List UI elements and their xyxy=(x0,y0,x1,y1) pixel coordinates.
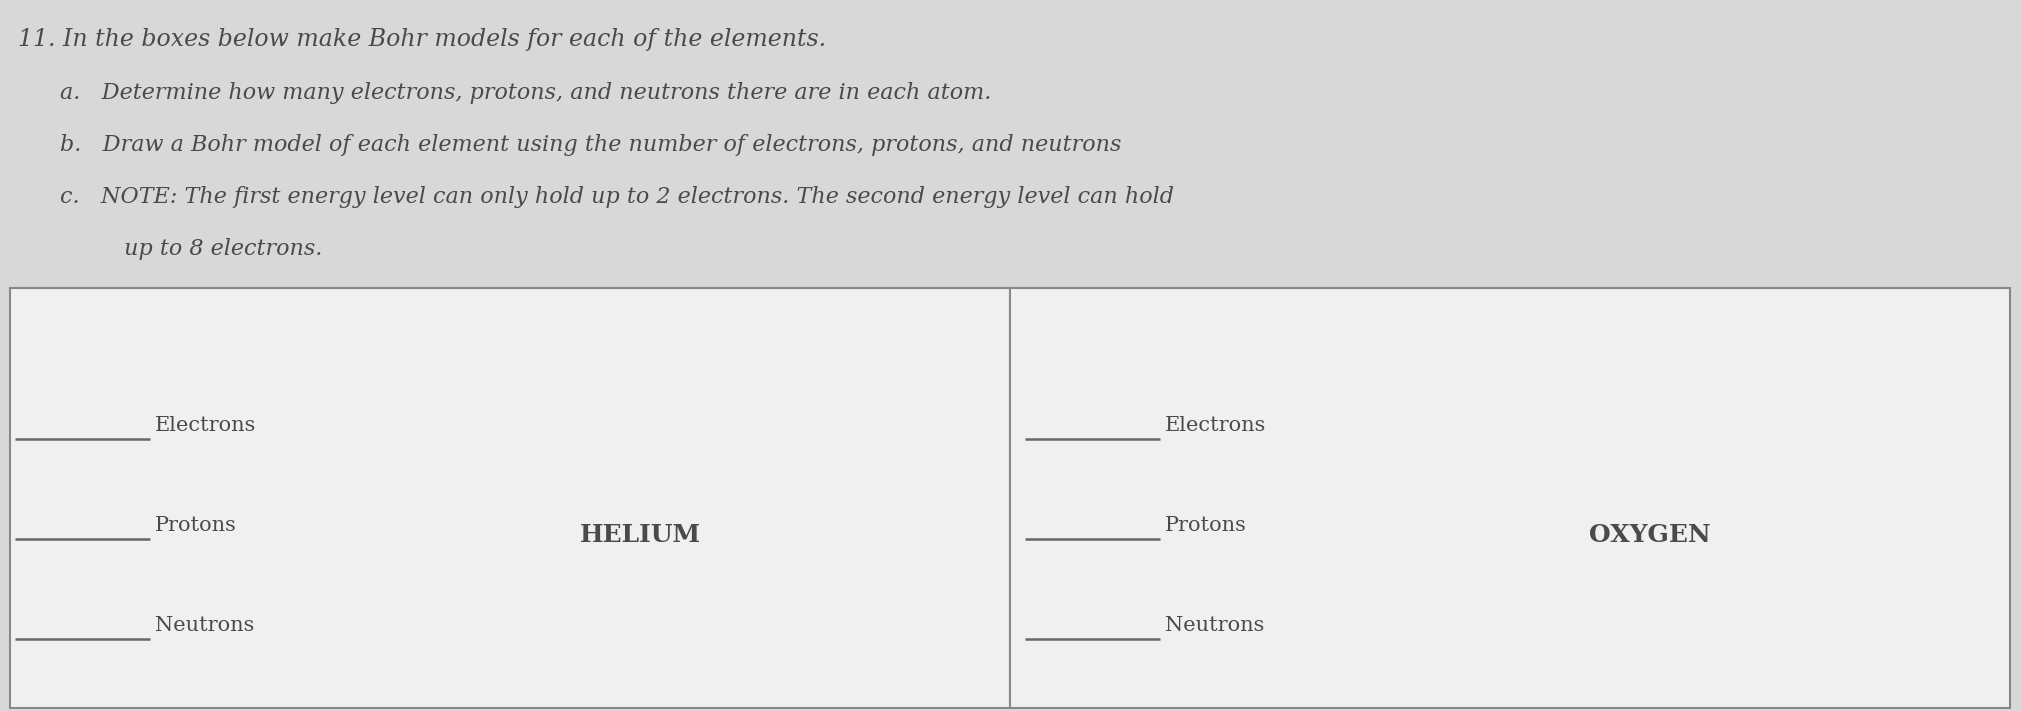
Text: Electrons: Electrons xyxy=(1165,416,1266,435)
Text: HELIUM: HELIUM xyxy=(580,523,700,547)
Text: OXYGEN: OXYGEN xyxy=(1589,523,1711,547)
Text: Neutrons: Neutrons xyxy=(156,616,255,635)
Text: up to 8 electrons.: up to 8 electrons. xyxy=(61,238,321,260)
Text: a.   Determine how many electrons, protons, and neutrons there are in each atom.: a. Determine how many electrons, protons… xyxy=(61,82,991,104)
Text: Electrons: Electrons xyxy=(156,416,257,435)
Text: b.   Draw a Bohr model of each element using the number of electrons, protons, a: b. Draw a Bohr model of each element usi… xyxy=(61,134,1122,156)
Text: 11. In the boxes below make Bohr models for each of the elements.: 11. In the boxes below make Bohr models … xyxy=(18,28,827,51)
Bar xyxy=(10,288,1011,708)
Text: Protons: Protons xyxy=(156,516,237,535)
Bar xyxy=(1011,288,2010,708)
Text: c.   NOTE: The first energy level can only hold up to 2 electrons. The second en: c. NOTE: The first energy level can only… xyxy=(61,186,1175,208)
Text: Neutrons: Neutrons xyxy=(1165,616,1264,635)
Text: Protons: Protons xyxy=(1165,516,1248,535)
